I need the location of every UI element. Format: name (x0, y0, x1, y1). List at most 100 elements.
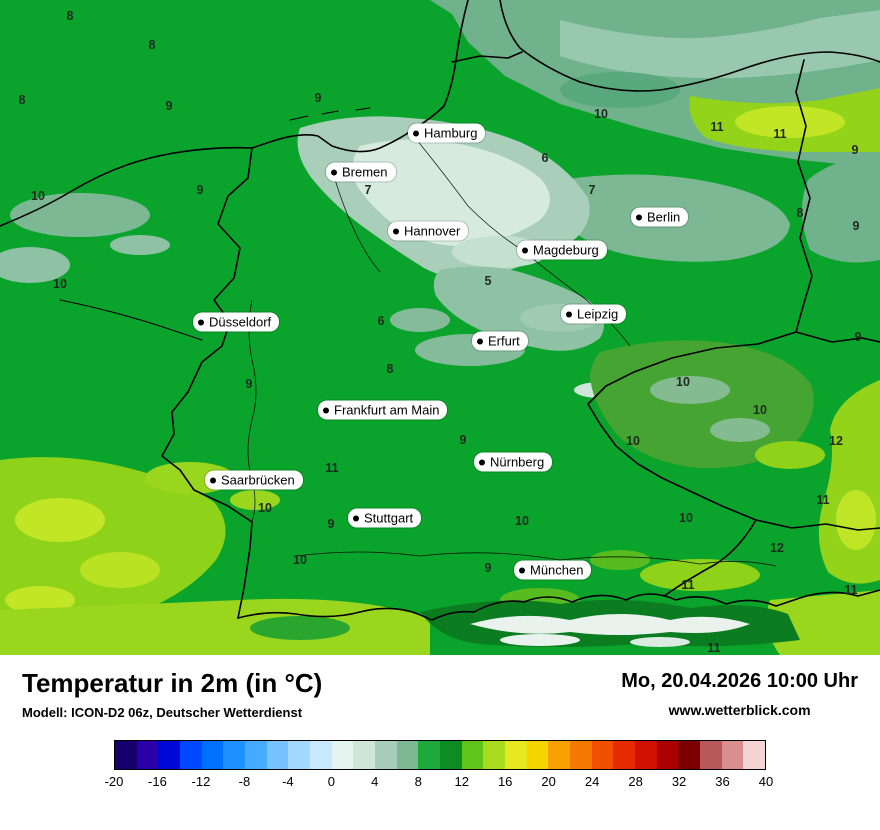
country-borders (0, 0, 880, 621)
colorbar-segment (375, 740, 397, 769)
city-dot-icon (331, 169, 337, 175)
temp-value-label: 7 (364, 183, 372, 197)
city-marker-bremen: Bremen (326, 162, 396, 182)
city-label: Leipzig (577, 306, 619, 322)
temp-value-label: 9 (314, 91, 322, 105)
temp-value-label: 9 (459, 433, 467, 447)
colorbar-segment (136, 740, 159, 769)
city-dot-icon (353, 515, 359, 521)
colorbar-tick: 28 (628, 773, 643, 789)
colorbar-segment (310, 740, 332, 769)
city-dot-icon (323, 407, 329, 413)
city-dot-icon (393, 228, 399, 234)
temp-value-label: 8 (796, 206, 804, 220)
city-marker-n-rnberg: Nürnberg (474, 452, 553, 472)
colorbar-segment (570, 740, 592, 769)
colorbar-segment (223, 740, 246, 769)
colorbar-tick: -12 (191, 773, 211, 789)
colorbar-segment (396, 740, 419, 769)
city-marker-frankfurt-am-main: Frankfurt am Main (318, 400, 448, 420)
city-label: Saarbrücken (221, 472, 295, 488)
city-label: Nürnberg (490, 454, 545, 470)
footer-header: Temperatur in 2m (in °C) Modell: ICON-D2… (22, 669, 858, 720)
colorbar-segment (266, 740, 289, 769)
colorbar-segment (201, 740, 224, 769)
city-dot-icon (477, 338, 483, 344)
colorbar-segment (158, 740, 181, 769)
temp-value-label: 10 (679, 511, 693, 525)
city-marker-d-sseldorf: Düsseldorf (193, 312, 280, 332)
colorbar-segment (678, 740, 701, 769)
colorbar-segment (353, 740, 376, 769)
temp-value-label: 10 (258, 501, 272, 515)
temp-value-label: 10 (753, 403, 767, 417)
temp-value-label: 9 (854, 330, 862, 344)
colorbar-tick: 36 (715, 773, 730, 789)
temp-value-label: 10 (594, 107, 608, 121)
city-label: Berlin (647, 209, 681, 225)
city-marker-stuttgart: Stuttgart (348, 508, 422, 528)
city-label: Magdeburg (533, 242, 599, 258)
city-dot-icon (519, 567, 525, 573)
city-markers-layer: Hamburg Bremen Hannover Berlin Magdeburg Düss… (193, 123, 689, 580)
colorbar-segment (700, 740, 722, 769)
model-info: Modell: ICON-D2 06z, Deutscher Wetterdie… (22, 704, 303, 720)
colorbar-tick: 4 (371, 773, 379, 789)
temp-value-label: 9 (327, 517, 335, 531)
colorbar-segment (743, 740, 766, 769)
colorbar-tick: 12 (454, 773, 469, 789)
temp-value-label: 10 (676, 375, 690, 389)
city-marker-berlin: Berlin (631, 207, 689, 227)
city-dot-icon (522, 247, 528, 253)
temp-value-label: 11 (325, 461, 339, 475)
city-label: Frankfurt am Main (334, 402, 440, 418)
temp-value-label: 11 (844, 583, 858, 597)
footer-left: Temperatur in 2m (in °C) Modell: ICON-D2… (22, 669, 322, 720)
temp-value-label: 10 (53, 277, 67, 291)
colorbar-segment (180, 740, 202, 769)
temperature-map: 8 8 8 9 9 10 11 11 9 9 7 7 10 6 8 9 5 10 6 9 8 9 10 10 9 10 12 11 11… (0, 0, 880, 655)
temp-value-label: 8 (18, 93, 26, 107)
city-marker-m-nchen: München (514, 560, 592, 580)
colorbar-segment (115, 740, 137, 769)
colorbar-segment (548, 740, 571, 769)
temp-value-label: 11 (707, 641, 721, 655)
colorbar-tick: -16 (148, 773, 167, 789)
colorbar-segment (288, 740, 311, 769)
temp-value-label: 9 (484, 561, 492, 575)
map-datetime: Mo, 20.04.2026 10:00 Uhr (621, 670, 858, 692)
temp-value-label: 9 (165, 99, 173, 113)
colorbar-tick: 40 (758, 773, 774, 789)
temp-value-label: 8 (386, 362, 394, 376)
city-dot-icon (566, 311, 572, 317)
temp-value-label: 7 (588, 183, 596, 197)
temp-value-label: 9 (851, 143, 859, 157)
temp-value-label: 8 (66, 9, 74, 23)
city-marker-hamburg: Hamburg (408, 123, 486, 143)
colorbar-tick: -20 (104, 773, 124, 789)
website-text: www.wetterblick.com (668, 702, 811, 718)
city-label: Hannover (404, 223, 461, 239)
colorbar-tick: -8 (238, 773, 251, 789)
colorbar-segment (245, 740, 267, 769)
city-label: Erfurt (488, 333, 520, 349)
colorbar-segment (418, 740, 441, 769)
city-dot-icon (479, 459, 485, 465)
footer-panel: Temperatur in 2m (in °C) Modell: ICON-D2… (0, 655, 880, 830)
temp-value-label: 11 (816, 493, 830, 507)
colorbar-gradient (114, 739, 766, 770)
footer-right: Mo, 20.04.2026 10:00 Uhr www.wetterblick… (621, 669, 858, 718)
temp-value-label: 10 (515, 514, 529, 528)
city-label: München (530, 562, 584, 578)
colorbar-segment (526, 740, 549, 769)
temp-value-label: 5 (484, 274, 492, 288)
colorbar-segment (331, 740, 354, 769)
city-dot-icon (210, 477, 216, 483)
temperature-value-layer: 8 8 8 9 9 10 11 11 9 9 7 7 10 6 8 9 5 10 6 9 8 9 10 10 9 10 12 11 11… (18, 9, 862, 655)
colorbar-segment (656, 740, 679, 769)
city-marker-leipzig: Leipzig (561, 304, 627, 324)
city-marker-saarbr-cken: Saarbrücken (205, 470, 303, 490)
colorbar-tick: 16 (497, 773, 513, 789)
colorbar-segment (461, 740, 484, 769)
